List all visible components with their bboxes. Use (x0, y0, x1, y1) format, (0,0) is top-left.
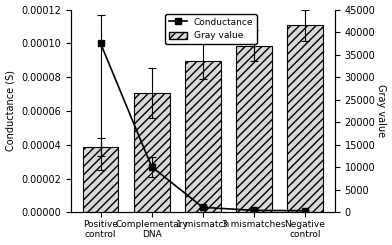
Legend: Conductance, Gray value: Conductance, Gray value (165, 14, 257, 44)
Bar (83, 147, 118, 212)
Bar (185, 61, 221, 212)
Y-axis label: Conductance (S): Conductance (S) (5, 71, 16, 151)
Y-axis label: Gray value: Gray value (376, 85, 387, 137)
Bar (134, 93, 169, 212)
Bar (287, 25, 323, 212)
Bar (236, 46, 272, 212)
